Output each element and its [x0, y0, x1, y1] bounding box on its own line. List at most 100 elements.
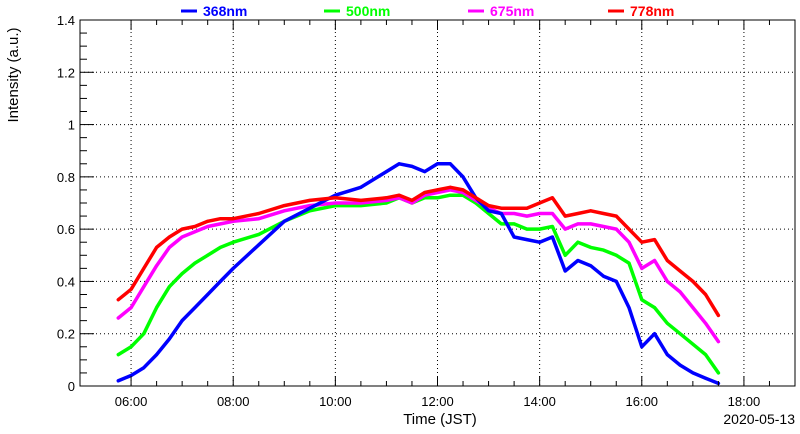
data-point: [231, 266, 235, 270]
data-point: [142, 366, 146, 370]
data-point: [665, 259, 669, 262]
data-point: [333, 196, 337, 200]
data-point: [665, 321, 669, 325]
data-point: [436, 188, 439, 192]
data-point: [563, 227, 567, 231]
y-tick-label: 1.4: [57, 13, 75, 28]
data-point: [359, 198, 363, 202]
data-point: [410, 164, 414, 168]
data-point: [206, 219, 210, 223]
data-point: [678, 363, 682, 367]
data-point: [218, 222, 222, 226]
data-point: [333, 193, 337, 197]
data-point: [716, 313, 720, 317]
data-point: [308, 206, 312, 210]
data-point: [602, 274, 605, 278]
data-point: [653, 259, 657, 262]
data-point: [167, 245, 171, 249]
data-point: [576, 259, 580, 262]
data-point: [704, 376, 708, 380]
data-point: [589, 264, 593, 268]
data-point: [206, 293, 210, 296]
y-tick-label: 0.4: [57, 274, 75, 289]
data-point: [155, 264, 159, 268]
data-point: [282, 209, 286, 213]
data-point: [563, 214, 567, 218]
data-point: [602, 212, 605, 215]
legend: 368nm 500nm 675nm 778nm: [181, 3, 674, 19]
data-point: [359, 185, 363, 189]
data-point: [602, 225, 605, 228]
data-point: [384, 201, 388, 205]
data-point: [525, 238, 529, 242]
x-tick-label: 08:00: [217, 394, 250, 409]
data-point: [167, 235, 171, 239]
data-point: [627, 261, 631, 265]
legend-label: 368nm: [203, 3, 247, 19]
data-point: [384, 198, 388, 202]
data-point: [691, 342, 695, 346]
data-point: [218, 245, 222, 249]
data-point: [627, 240, 631, 244]
data-point: [678, 332, 682, 336]
data-point: [704, 321, 708, 325]
data-point: [142, 332, 146, 336]
data-point: [525, 206, 529, 210]
data-point: [397, 162, 401, 166]
series-line-778nm: [116, 185, 721, 318]
data-point: [193, 230, 197, 234]
data-point: [716, 371, 720, 375]
data-point: [397, 193, 401, 197]
data-point: [436, 162, 439, 166]
data-point: [576, 212, 580, 215]
data-point: [448, 193, 452, 197]
data-point: [512, 222, 516, 226]
y-tick-label: 1: [68, 118, 75, 133]
data-point: [333, 201, 337, 205]
data-point: [218, 217, 222, 221]
series-line-500nm: [116, 193, 721, 375]
data-point: [116, 353, 120, 357]
data-point: [589, 245, 593, 249]
x-tick-label: 16:00: [626, 394, 659, 409]
data-point: [129, 287, 133, 291]
x-tick-label: 10:00: [319, 394, 352, 409]
data-point: [448, 162, 452, 166]
data-point: [716, 340, 720, 344]
data-point: [461, 188, 465, 192]
data-point: [282, 219, 286, 223]
x-tick-label: 18:00: [728, 394, 761, 409]
data-point: [589, 209, 593, 213]
data-point: [410, 201, 414, 205]
data-point: [576, 222, 580, 226]
data-point: [678, 290, 682, 294]
data-point: [129, 345, 133, 349]
series-line-368nm: [116, 162, 721, 386]
date-label: 2020-05-13: [723, 411, 795, 427]
data-point: [193, 261, 197, 265]
data-point: [499, 206, 503, 210]
data-point: [691, 279, 695, 283]
data-point: [602, 248, 605, 252]
data-point: [538, 240, 542, 244]
data-point: [257, 243, 261, 247]
data-point: [512, 212, 516, 215]
data-point: [448, 185, 452, 189]
data-point: [640, 345, 644, 349]
data-point: [423, 191, 427, 194]
x-axis-title: Time (JST): [403, 411, 477, 428]
x-tick-label: 12:00: [421, 394, 454, 409]
data-point: [155, 306, 159, 310]
data-point: [640, 298, 644, 302]
data-point: [116, 298, 120, 302]
data-point: [142, 285, 146, 289]
data-point: [640, 240, 644, 244]
data-point: [512, 235, 516, 239]
data-point: [116, 379, 120, 383]
data-point: [563, 253, 567, 257]
data-point: [410, 198, 414, 202]
data-point: [614, 214, 618, 218]
data-point: [461, 175, 465, 179]
data-point: [499, 212, 503, 215]
